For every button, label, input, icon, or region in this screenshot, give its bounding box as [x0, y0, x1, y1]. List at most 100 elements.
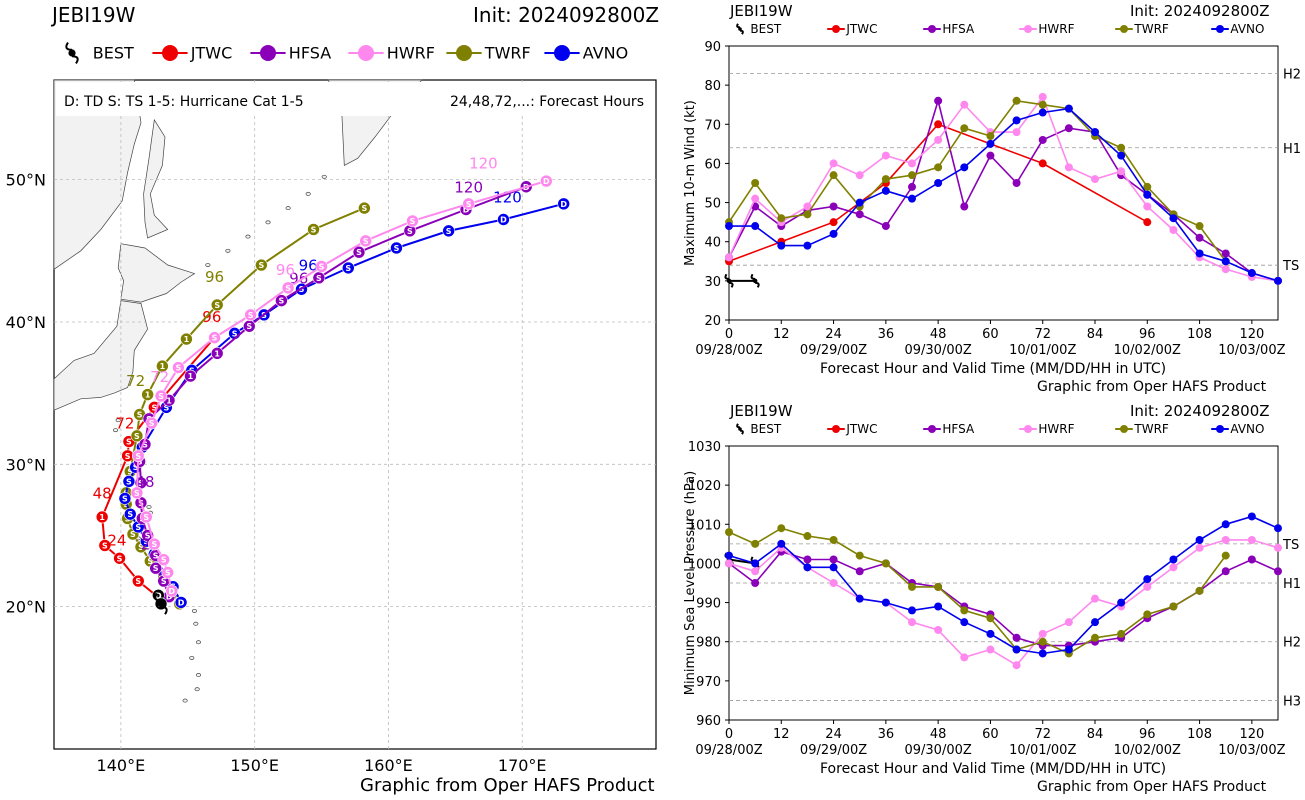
- track-point-code: S: [176, 364, 182, 373]
- landmass-hokkaido: [117, 243, 196, 303]
- data-point: [1143, 610, 1152, 619]
- track-point-code: S: [361, 204, 367, 213]
- series-twrf: [725, 524, 1230, 658]
- data-point: [829, 159, 838, 168]
- track-point: [210, 298, 224, 312]
- track-point-code: S: [163, 403, 169, 412]
- data-point: [1117, 602, 1126, 611]
- data-point: [1012, 645, 1021, 654]
- track-point-code: D: [500, 215, 507, 224]
- data-point: [1143, 202, 1152, 211]
- map-legend-best: BEST: [65, 42, 134, 64]
- x-tick-label: 96: [1139, 327, 1156, 342]
- forecast-hour-label: 120: [469, 154, 498, 172]
- data-point: [725, 253, 733, 262]
- data-point: [1012, 128, 1021, 137]
- track-point-code: S: [130, 530, 136, 539]
- x-date-label: 10/01/00Z: [1009, 743, 1076, 758]
- track-point: [358, 201, 371, 215]
- y-tick-label: 990: [696, 597, 721, 612]
- data-point: [1091, 637, 1099, 646]
- data-point: [725, 551, 733, 560]
- data-point: [934, 582, 943, 591]
- lon-label: 160°E: [364, 756, 413, 775]
- wind-credit: Graphic from Oper HAFS Product: [1037, 379, 1267, 395]
- data-point: [986, 614, 995, 623]
- x-date-label: 09/29/00Z: [800, 343, 867, 358]
- data-point: [1274, 276, 1282, 285]
- track-point-code: S: [212, 334, 218, 343]
- cyclone-arm: [736, 423, 741, 429]
- data-point: [908, 159, 916, 168]
- data-point: [881, 559, 890, 568]
- data-point: [855, 594, 864, 603]
- data-point: [803, 563, 812, 572]
- track-point: [154, 389, 168, 403]
- island: [285, 206, 291, 211]
- track-point: [130, 486, 144, 500]
- data-point: [777, 222, 786, 231]
- data-point: [908, 618, 916, 627]
- data-point: [986, 128, 995, 137]
- data-point: [777, 524, 786, 533]
- data-point: [1038, 629, 1047, 638]
- x-tick-label: 36: [878, 727, 895, 742]
- data-point: [855, 202, 864, 211]
- island: [146, 505, 152, 509]
- data-point: [1195, 586, 1204, 595]
- series-line: [729, 107, 1279, 282]
- data-point: [1247, 555, 1256, 564]
- map-key-box: [56, 82, 654, 116]
- island: [225, 248, 231, 253]
- track-point-code: D: [463, 206, 470, 215]
- map-storm-title: JEBI19W: [52, 3, 136, 27]
- data-point: [1012, 96, 1021, 105]
- track-point: [210, 346, 224, 360]
- x-tick-label: 108: [1187, 327, 1212, 342]
- series-hfsa: [725, 547, 1282, 650]
- track-point: [497, 213, 510, 226]
- track-point-code: S: [138, 479, 144, 488]
- data-point: [1091, 132, 1099, 141]
- data-point: [1038, 100, 1047, 109]
- pressure-plot-frame: [728, 445, 1279, 721]
- x-tick-label: 96: [1139, 727, 1156, 742]
- pressure-xlabel: Forecast Hour and Valid Time (MM/DD/HH i…: [820, 761, 1167, 777]
- data-point: [1169, 210, 1178, 219]
- data-point: [829, 229, 838, 238]
- data-point: [803, 210, 812, 219]
- landmass-honshu: [53, 300, 148, 411]
- forecast-hour-label: 96: [299, 257, 318, 275]
- cyclone-arm: [160, 606, 168, 615]
- track-point: [113, 551, 126, 565]
- forecast-hour-label: 48: [93, 484, 112, 502]
- track-point: [157, 553, 170, 566]
- x-tick-label: 48: [930, 727, 947, 742]
- data-point: [881, 179, 890, 187]
- data-point: [777, 547, 786, 556]
- x-date-label: 09/30/00Z: [904, 343, 971, 358]
- track-point: [165, 584, 179, 598]
- legend-label: HWRF: [387, 44, 435, 63]
- series-twrf: [725, 96, 1230, 266]
- y-tick-label: 80: [704, 79, 721, 94]
- data-point: [1038, 92, 1047, 101]
- data-point: [751, 539, 760, 548]
- island: [182, 698, 188, 703]
- legend-label: TWRF: [484, 44, 531, 63]
- data-point: [855, 594, 864, 603]
- pressure-legend-hwrf: HWRF: [1019, 422, 1075, 436]
- threshold-label: TS: [1282, 259, 1299, 274]
- island: [115, 418, 121, 423]
- data-point: [803, 202, 812, 211]
- y-tick-label: 70: [704, 118, 721, 133]
- data-point: [1274, 524, 1282, 533]
- data-point: [934, 120, 943, 129]
- series-hfsa: [725, 96, 1282, 285]
- cyclone-arm: [724, 273, 730, 280]
- data-point: [1064, 641, 1073, 650]
- x-date-label: 09/28/00Z: [695, 743, 762, 758]
- data-point-best: [750, 273, 760, 288]
- data-point: [751, 222, 760, 231]
- data-point: [908, 171, 916, 180]
